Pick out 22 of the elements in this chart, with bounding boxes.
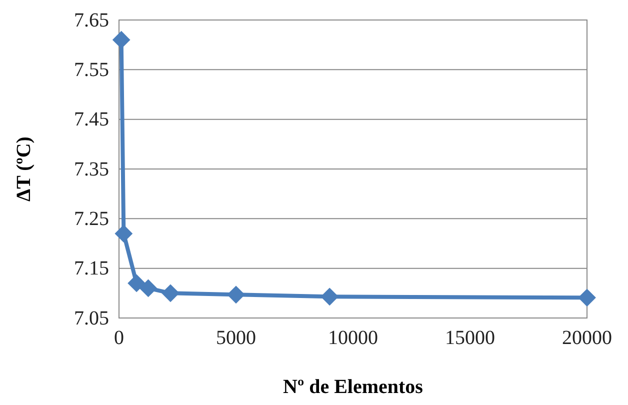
point (227, 286, 245, 304)
x-axis-title: Nº de Elementos (283, 376, 424, 398)
y-tick-label: 7.15 (74, 258, 109, 280)
point (112, 30, 130, 49)
y-tick-label: 7.65 (74, 9, 109, 32)
point (578, 288, 596, 307)
y-tick-label: 7.35 (74, 158, 109, 180)
y-axis-title: ΔT (ºC) (13, 136, 35, 202)
y-tick-label: 7.25 (74, 208, 109, 230)
point (162, 284, 180, 302)
point (139, 279, 158, 298)
point (320, 288, 339, 306)
point (114, 224, 133, 243)
x-tick-label: 20000 (562, 327, 612, 350)
y-tick-label: 7.45 (74, 108, 109, 131)
x-tick-label: 10000 (328, 327, 378, 350)
point (128, 274, 146, 292)
y-tick-label: 7.55 (74, 59, 109, 82)
x-tick-label: 0 (114, 327, 124, 350)
y-tick-label: 7.05 (74, 307, 109, 330)
x-tick-label: 15000 (445, 327, 495, 350)
x-tick-label: 5000 (216, 327, 256, 350)
